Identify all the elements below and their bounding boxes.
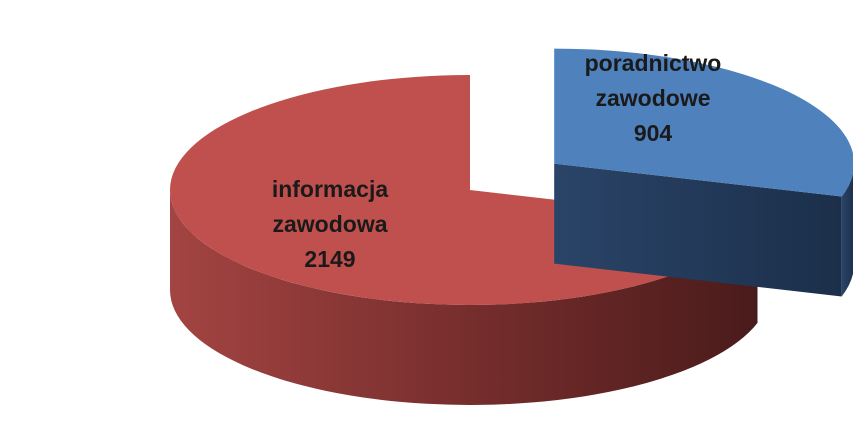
- slice-side: [554, 163, 842, 297]
- slice-label: poradnictwo zawodowe 904: [568, 46, 738, 151]
- value-label: 2149: [304, 246, 356, 272]
- value-label: 904: [633, 120, 673, 146]
- slice-label: informacja zawodowa 2149: [255, 172, 405, 277]
- slice-side: [841, 173, 853, 297]
- category-label: informacja zawodowa: [271, 176, 389, 237]
- slice-side: [170, 190, 758, 405]
- slice: [554, 48, 853, 197]
- category-label: poradnictwo zawodowe: [584, 50, 722, 111]
